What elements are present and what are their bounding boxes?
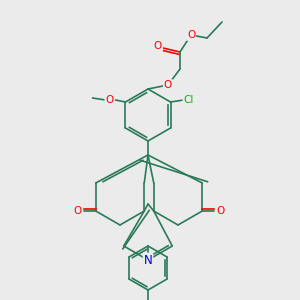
Text: O: O (187, 30, 195, 40)
Text: O: O (74, 206, 82, 216)
Text: O: O (164, 80, 172, 90)
Text: Cl: Cl (183, 95, 194, 105)
Text: O: O (154, 41, 162, 51)
Text: O: O (216, 206, 224, 216)
Text: N: N (144, 254, 152, 266)
Text: O: O (105, 95, 114, 105)
